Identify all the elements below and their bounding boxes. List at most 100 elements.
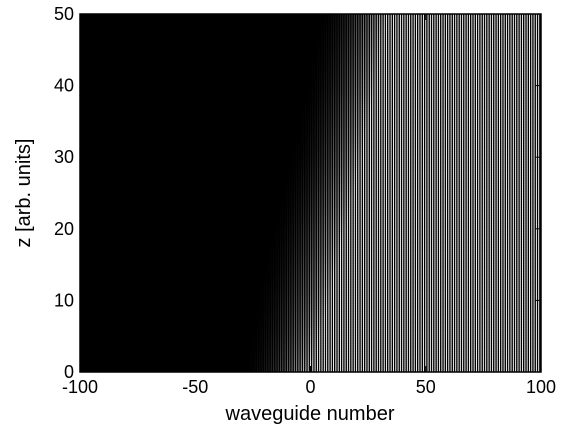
waveguide-intensity-cell — [299, 150, 300, 152]
waveguide-intensity-cell — [308, 344, 309, 346]
waveguide-intensity-cell — [292, 182, 293, 184]
waveguide-intensity-cell — [287, 302, 288, 304]
waveguide-intensity-cell — [299, 168, 300, 170]
waveguide-intensity-cell — [285, 214, 286, 216]
waveguide-intensity-cell — [292, 152, 293, 154]
waveguide-intensity-cell — [250, 346, 251, 348]
waveguide-intensity-cell — [310, 90, 311, 92]
waveguide-intensity-cell — [299, 288, 300, 290]
waveguide-intensity-cell — [303, 340, 304, 342]
waveguide-intensity-cell — [255, 318, 256, 320]
waveguide-intensity-cell — [287, 180, 288, 182]
waveguide-intensity-cell — [308, 92, 309, 94]
waveguide-intensity-cell — [257, 340, 258, 342]
waveguide-intensity-cell — [299, 184, 300, 186]
waveguide-intensity-cell — [262, 302, 263, 304]
waveguide-intensity-cell — [248, 368, 249, 370]
waveguide-intensity-cell — [312, 102, 313, 104]
waveguide-intensity-cell — [275, 368, 276, 370]
waveguide-intensity-cell — [296, 186, 297, 188]
waveguide-intensity-cell — [310, 312, 311, 314]
waveguide-intensity-cell — [296, 202, 297, 204]
waveguide-intensity-cell — [259, 354, 260, 356]
waveguide-intensity-cell — [271, 366, 272, 368]
waveguide-intensity-cell — [299, 304, 300, 306]
waveguide-intensity-cell — [289, 180, 290, 182]
waveguide-intensity-cell — [294, 158, 295, 160]
waveguide-intensity-cell — [299, 316, 300, 318]
waveguide-intensity-cell — [312, 64, 313, 66]
waveguide-intensity-cell — [303, 194, 304, 196]
waveguide-intensity-cell — [289, 236, 290, 238]
waveguide-intensity-cell — [294, 308, 295, 310]
waveguide-intensity-cell — [269, 324, 270, 326]
waveguide-intensity-cell — [287, 312, 288, 314]
waveguide-intensity-cell — [287, 172, 288, 174]
waveguide-intensity-cell — [264, 358, 265, 360]
waveguide-stripe — [305, 74, 306, 372]
waveguide-intensity-cell — [310, 350, 311, 352]
waveguide-intensity-cell — [289, 266, 290, 268]
waveguide-intensity-cell — [310, 146, 311, 148]
waveguide-intensity-cell — [282, 350, 283, 352]
waveguide-intensity-cell — [285, 314, 286, 316]
waveguide-intensity-cell — [252, 366, 253, 368]
waveguide-intensity-cell — [257, 368, 258, 370]
waveguide-intensity-cell — [259, 288, 260, 290]
waveguide-intensity-cell — [310, 362, 311, 364]
waveguide-intensity-cell — [262, 348, 263, 350]
waveguide-intensity-cell — [287, 226, 288, 228]
waveguide-intensity-cell — [248, 358, 249, 360]
waveguide-intensity-cell — [292, 228, 293, 230]
waveguide-intensity-cell — [262, 336, 263, 338]
waveguide-intensity-cell — [308, 248, 309, 250]
waveguide-intensity-cell — [310, 92, 311, 94]
waveguide-intensity-cell — [289, 368, 290, 370]
waveguide-intensity-cell — [292, 140, 293, 142]
waveguide-intensity-cell — [305, 86, 306, 88]
waveguide-intensity-cell — [308, 196, 309, 198]
waveguide-intensity-cell — [299, 166, 300, 168]
waveguide-intensity-cell — [266, 280, 267, 282]
waveguide-intensity-cell — [255, 364, 256, 366]
waveguide-intensity-cell — [305, 348, 306, 350]
waveguide-intensity-cell — [292, 174, 293, 176]
waveguide-intensity-cell — [292, 206, 293, 208]
waveguide-intensity-cell — [278, 336, 279, 338]
waveguide-intensity-cell — [264, 304, 265, 306]
waveguide-intensity-cell — [294, 304, 295, 306]
waveguide-intensity-cell — [308, 258, 309, 260]
waveguide-intensity-cell — [278, 332, 279, 334]
waveguide-intensity-cell — [250, 332, 251, 334]
waveguide-intensity-cell — [299, 342, 300, 344]
waveguide-intensity-cell — [289, 324, 290, 326]
waveguide-intensity-cell — [303, 204, 304, 206]
waveguide-intensity-cell — [285, 244, 286, 246]
waveguide-intensity-cell — [289, 274, 290, 276]
waveguide-intensity-cell — [275, 312, 276, 314]
waveguide-intensity-cell — [273, 352, 274, 354]
waveguide-intensity-cell — [305, 264, 306, 266]
waveguide-intensity-cell — [287, 294, 288, 296]
waveguide-intensity-cell — [280, 310, 281, 312]
waveguide-intensity-cell — [257, 336, 258, 338]
waveguide-intensity-cell — [310, 326, 311, 328]
waveguide-intensity-cell — [312, 128, 313, 130]
waveguide-intensity-cell — [287, 186, 288, 188]
waveguide-intensity-cell — [308, 262, 309, 264]
waveguide-intensity-cell — [287, 280, 288, 282]
waveguide-intensity-cell — [305, 306, 306, 308]
waveguide-intensity-cell — [301, 214, 302, 216]
waveguide-intensity-cell — [278, 262, 279, 264]
waveguide-intensity-cell — [305, 368, 306, 370]
waveguide-intensity-cell — [259, 352, 260, 354]
waveguide-intensity-cell — [299, 296, 300, 298]
waveguide-intensity-cell — [294, 348, 295, 350]
waveguide-intensity-cell — [273, 314, 274, 316]
waveguide-intensity-cell — [305, 162, 306, 164]
waveguide-intensity-cell — [305, 350, 306, 352]
waveguide-intensity-cell — [292, 304, 293, 306]
waveguide-intensity-cell — [305, 366, 306, 368]
waveguide-intensity-cell — [282, 184, 283, 186]
waveguide-intensity-cell — [303, 118, 304, 120]
